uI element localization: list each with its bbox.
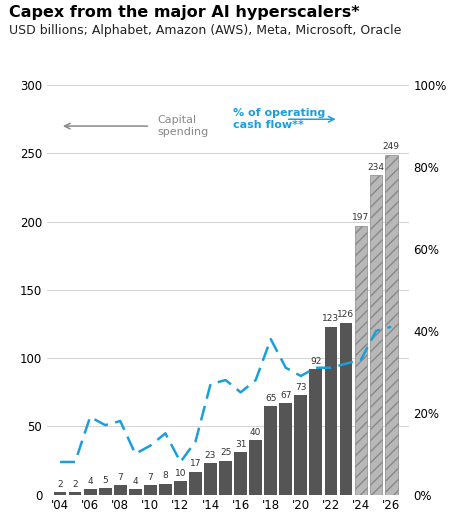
Text: 234: 234 (368, 163, 385, 172)
Bar (370, 175, 383, 495)
Text: 249: 249 (383, 143, 399, 151)
Text: 7: 7 (117, 473, 123, 482)
Text: % of operating
cash flow**: % of operating cash flow** (233, 109, 326, 130)
Bar (219, 461, 232, 495)
Text: 7: 7 (147, 473, 153, 482)
Text: 65: 65 (265, 394, 277, 403)
Text: 25: 25 (220, 448, 231, 457)
Bar (264, 406, 277, 495)
Bar (339, 323, 352, 495)
Bar (84, 489, 97, 495)
Bar (310, 369, 322, 495)
Text: USD billions; Alphabet, Amazon (AWS), Meta, Microsoft, Oracle: USD billions; Alphabet, Amazon (AWS), Me… (9, 24, 402, 37)
Text: 4: 4 (87, 477, 93, 486)
Bar (204, 463, 217, 495)
Text: 5: 5 (102, 476, 108, 485)
Text: 2: 2 (57, 480, 63, 488)
Bar (99, 488, 112, 495)
Bar (114, 485, 126, 495)
Bar (249, 440, 262, 495)
Bar (385, 155, 398, 495)
Bar (355, 226, 367, 495)
Text: Capital
spending: Capital spending (158, 115, 209, 137)
Bar (174, 481, 187, 495)
Bar (279, 403, 292, 495)
Bar (129, 489, 142, 495)
Text: 2: 2 (72, 480, 78, 488)
Text: 31: 31 (235, 440, 246, 449)
Text: 4: 4 (133, 477, 138, 486)
Bar (234, 452, 247, 495)
Text: 40: 40 (250, 428, 261, 437)
Text: 8: 8 (163, 471, 168, 480)
Text: Capex from the major AI hyperscalers*: Capex from the major AI hyperscalers* (9, 5, 360, 20)
Text: 10: 10 (175, 469, 186, 478)
Text: 126: 126 (338, 310, 354, 319)
Bar (69, 492, 81, 495)
Text: 67: 67 (280, 391, 292, 400)
Text: 73: 73 (295, 383, 306, 392)
Bar (325, 327, 337, 495)
Text: 123: 123 (322, 314, 339, 323)
Bar (144, 485, 157, 495)
Text: 23: 23 (205, 451, 216, 460)
Text: 17: 17 (190, 459, 201, 468)
Bar (294, 395, 307, 495)
Text: 197: 197 (352, 213, 370, 222)
Bar (159, 484, 172, 495)
Bar (53, 492, 66, 495)
Bar (189, 471, 202, 495)
Text: 92: 92 (310, 357, 322, 365)
